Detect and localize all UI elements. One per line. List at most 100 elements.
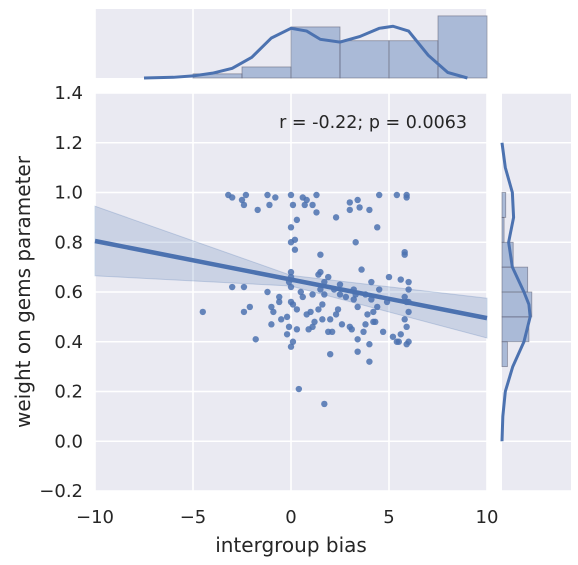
data-point <box>336 281 344 288</box>
data-point <box>268 321 275 328</box>
x-marginal-histogram <box>143 15 488 80</box>
data-point <box>293 306 301 313</box>
data-point <box>276 293 283 301</box>
data-point <box>405 278 412 286</box>
data-point <box>293 326 301 333</box>
y-histogram-bar <box>501 341 508 368</box>
data-point <box>374 303 381 311</box>
data-point <box>289 301 297 308</box>
data-point <box>379 328 387 335</box>
data-point <box>305 326 312 333</box>
data-point <box>376 191 383 199</box>
data-point <box>368 278 375 286</box>
data-point <box>334 306 342 313</box>
x-kde-curve <box>143 24 468 80</box>
data-point <box>350 296 357 303</box>
data-point <box>285 323 293 331</box>
data-point <box>354 196 361 204</box>
data-point <box>403 194 410 201</box>
data-point <box>348 326 355 333</box>
y-tick-label: −0.2 <box>39 481 83 502</box>
data-point <box>293 216 301 224</box>
data-point <box>374 224 381 231</box>
data-point <box>403 341 410 348</box>
y-tick-label: 1.0 <box>54 183 83 204</box>
data-point <box>287 268 295 276</box>
tick-labels: −10 −5 0 5 10 −0.2 0.0 0.2 0.4 0.6 0.8 1.0 1.2 1.4 <box>39 83 498 528</box>
data-point <box>393 191 401 199</box>
data-point <box>266 201 273 209</box>
data-point <box>366 341 373 348</box>
data-point <box>370 308 377 316</box>
data-point <box>397 331 404 338</box>
data-point <box>303 196 310 204</box>
data-point <box>389 333 397 340</box>
data-point <box>325 273 332 281</box>
data-point <box>385 273 393 281</box>
y-kde-curve <box>500 142 532 442</box>
data-point <box>287 343 295 350</box>
data-point <box>354 336 361 343</box>
x-histogram-bar <box>339 40 390 79</box>
data-point <box>287 239 295 246</box>
data-point <box>346 206 353 214</box>
regression-line <box>94 238 488 321</box>
y-histogram-bar <box>501 192 507 218</box>
data-point <box>295 385 303 393</box>
data-point <box>254 206 261 214</box>
data-point <box>229 194 236 201</box>
data-point <box>289 338 297 345</box>
data-point <box>319 301 326 308</box>
data-point <box>321 291 328 298</box>
data-point <box>287 224 295 231</box>
data-point <box>401 293 408 301</box>
x-histogram-bar <box>437 15 488 79</box>
data-point <box>401 316 408 323</box>
data-point <box>354 303 361 311</box>
data-point <box>317 251 324 258</box>
data-point <box>299 293 306 301</box>
x-tick-label: −5 <box>180 507 207 528</box>
data-point <box>283 331 291 338</box>
data-point <box>252 336 259 343</box>
y-tick-label: 1.4 <box>54 83 83 104</box>
data-point <box>229 283 236 291</box>
data-point <box>393 338 401 345</box>
data-point <box>240 308 248 316</box>
data-point <box>358 266 365 273</box>
data-point <box>297 288 304 296</box>
data-point <box>264 191 271 199</box>
data-point <box>240 201 248 209</box>
data-point <box>321 400 328 408</box>
y-tick-label: 0.2 <box>54 382 83 403</box>
y-tick-label: 0.6 <box>54 282 83 303</box>
x-histogram-bar <box>241 66 292 79</box>
data-point <box>366 206 373 214</box>
data-point <box>405 308 412 316</box>
data-point <box>354 348 361 355</box>
data-point <box>311 318 318 326</box>
regression-line-path <box>94 238 488 321</box>
data-point <box>327 350 334 358</box>
data-point <box>240 283 248 291</box>
data-point <box>372 318 379 326</box>
correlation-annotation: r = -0.22; p = 0.0063 <box>279 113 467 133</box>
data-point <box>272 194 279 201</box>
data-point <box>238 196 246 204</box>
y-histogram-bar <box>501 216 505 243</box>
data-point <box>287 191 295 199</box>
data-point <box>405 286 412 293</box>
data-point <box>309 201 316 209</box>
data-point <box>352 239 359 246</box>
data-point <box>403 323 410 331</box>
data-point <box>356 204 363 211</box>
x-axis-label: intergroup bias <box>215 533 367 557</box>
data-point <box>366 358 373 365</box>
data-point <box>332 311 340 318</box>
x-tick-label: 10 <box>476 507 499 528</box>
data-point <box>301 201 308 209</box>
data-point <box>264 288 271 296</box>
x-histogram-bar <box>388 40 439 79</box>
data-point <box>401 251 408 258</box>
